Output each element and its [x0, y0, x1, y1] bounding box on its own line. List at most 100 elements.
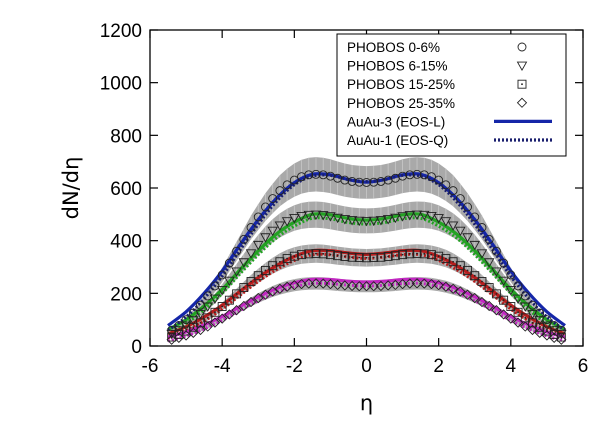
data-point-diamond [188, 327, 199, 338]
data-point-square-dot-dot [437, 255, 440, 258]
data-point-square-dot-dot [257, 274, 260, 277]
data-point-triangle-down [541, 321, 553, 331]
x-tick-label: -6 [142, 356, 159, 377]
data-point-diamond [361, 281, 372, 292]
data-point-triangle-down [296, 211, 307, 222]
data-point-square-dot [463, 265, 472, 275]
data-point-diamond [217, 313, 228, 324]
data-point-square-dot [369, 253, 379, 262]
data-point-diamond [426, 278, 437, 290]
data-point-square-dot [484, 283, 494, 292]
model-curve-dotted [167, 252, 566, 340]
data-point-square-dot [210, 307, 220, 317]
data-point-square-dot-dot [459, 264, 462, 267]
data-point-square-dot-dot [466, 269, 469, 272]
legend-box [336, 33, 567, 157]
data-point-triangle-down [281, 217, 293, 227]
data-point-triangle-down [433, 214, 444, 224]
data-point-square-dot [412, 249, 422, 259]
data-point-diamond [541, 330, 553, 341]
data-point-square-dot [405, 249, 415, 259]
data-point-square-dot-dot [387, 255, 390, 258]
data-point-circle [224, 258, 234, 268]
data-point-square-dot [419, 249, 429, 259]
data-point-diamond [368, 281, 379, 292]
legend-label: PHOBOS 15-25% [347, 77, 455, 92]
data-point-square-dot [261, 265, 270, 275]
model-curve-dotted [167, 216, 566, 336]
data-point-triangle-down [195, 309, 206, 320]
data-point-triangle-down [303, 210, 315, 221]
data-point-square-dot [318, 249, 328, 259]
data-point-square-dot-dot [423, 252, 426, 255]
data-point-square-dot-dot [192, 326, 195, 329]
data-point-diamond [433, 280, 444, 291]
data-point-diamond [296, 278, 307, 290]
data-point-triangle-down [180, 321, 192, 331]
data-point-square-dot [275, 257, 285, 267]
x-tick-label: -4 [214, 356, 231, 377]
data-point-square-dot-dot [199, 321, 202, 324]
data-point-triangle-down [390, 213, 401, 224]
data-point-square-dot-dot [322, 252, 325, 255]
data-point-square-dot-dot [235, 292, 238, 295]
data-point-circle [232, 246, 242, 256]
data-point-triangle-down [498, 276, 509, 287]
data-point-circle [347, 176, 357, 186]
data-point-square-dot-dot [444, 257, 447, 260]
data-point-triangle-down [274, 221, 286, 231]
data-point-triangle-down [519, 302, 531, 312]
legend-label: AuAu-3 (EOS-L) [347, 114, 445, 129]
data-point-diamond [224, 309, 235, 320]
data-point-square-dot-dot [170, 336, 173, 338]
data-point-triangle-down [469, 240, 481, 251]
data-point-triangle-down [512, 294, 524, 305]
data-point-triangle-down [216, 285, 228, 296]
data-point-triangle-down [418, 210, 430, 221]
data-point-diamond [332, 279, 343, 291]
data-point-circle [499, 258, 509, 268]
data-point-circle [434, 175, 444, 185]
model-curve-solid [167, 248, 566, 336]
data-point-square-dot [390, 251, 400, 261]
data-point-circle [203, 291, 213, 301]
data-point-square-dot-dot [214, 311, 216, 314]
data-point-circle [484, 234, 494, 244]
data-point-triangle-down [404, 211, 416, 221]
data-point-circle [311, 169, 321, 179]
data-point-square-dot [427, 250, 436, 260]
data-point-triangle-down [317, 211, 329, 221]
data-point-triangle-down [375, 216, 387, 226]
data-point-diamond [383, 280, 394, 291]
data-point-diamond [209, 317, 221, 328]
data-point-square-dot [506, 302, 516, 311]
data-point-square-dot-dot [242, 286, 245, 289]
data-point-triangle-down [426, 211, 437, 222]
legend-marker-square-dot [517, 79, 527, 89]
data-point-square-dot-dot [408, 252, 411, 255]
data-point-circle [549, 321, 559, 330]
data-point-square-dot-dot [250, 280, 252, 283]
data-point-diamond [548, 332, 560, 343]
data-point-square-dot-dot [502, 299, 505, 302]
data-point-circle [340, 175, 350, 185]
data-point-triangle-down [209, 294, 221, 305]
x-tick-label: 0 [361, 356, 372, 377]
data-point-square-dot [304, 249, 314, 259]
data-point-triangle-down [382, 215, 394, 225]
x-tick-label: 2 [433, 356, 444, 377]
data-point-triangle-down [462, 233, 473, 243]
data-point-diamond [534, 327, 545, 338]
data-point-circle [253, 212, 263, 222]
data-point-triangle-down [534, 316, 545, 326]
data-point-diamond [202, 321, 213, 332]
data-point-square-dot [470, 271, 480, 281]
data-point-square-dot [491, 289, 501, 299]
data-point-square-dot [441, 254, 451, 264]
data-point-square-dot-dot [286, 257, 289, 260]
data-point-circle [448, 186, 458, 196]
data-point-triangle-down [476, 249, 488, 259]
data-point-square-dot-dot [452, 260, 454, 263]
data-point-diamond [231, 305, 242, 316]
data-point-square-dot-dot [560, 336, 563, 338]
